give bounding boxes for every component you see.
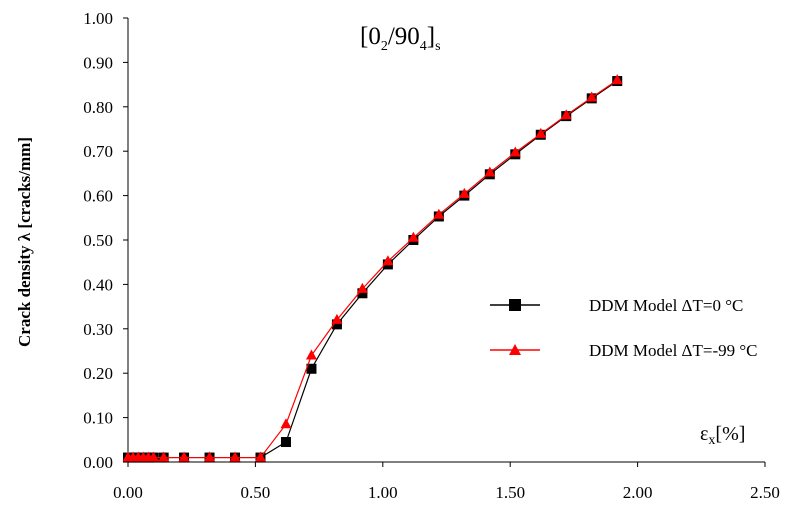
data-point-triangle bbox=[147, 451, 159, 462]
legend: DDM Model ΔT=0 °C DDM Model ΔT=-99 °C bbox=[490, 296, 758, 360]
y-tick-label: 0.80 bbox=[83, 98, 113, 117]
data-point-triangle bbox=[535, 127, 547, 138]
plot-area: 0.00 0.50 1.00 1.50 2.00 2.50 0.00 0.10 0.20 0.3… bbox=[83, 9, 780, 502]
data-point-triangle bbox=[407, 231, 419, 242]
y-tick-label: 0.30 bbox=[83, 320, 113, 339]
chart-title: [02/904]s bbox=[360, 23, 441, 54]
data-point-triangle bbox=[178, 451, 190, 462]
data-point-triangle bbox=[254, 451, 266, 462]
data-point-triangle bbox=[586, 91, 598, 102]
data-point-triangle bbox=[433, 208, 445, 219]
data-point-square bbox=[306, 363, 317, 374]
x-tick-label: 2.00 bbox=[623, 483, 653, 502]
legend-label-0: DDM Model ΔT=0 °C bbox=[589, 296, 743, 315]
data-point-triangle bbox=[280, 418, 292, 429]
legend-marker-triangle bbox=[509, 344, 521, 355]
data-point-triangle bbox=[305, 349, 317, 360]
data-point-triangle bbox=[382, 255, 394, 266]
y-axis-label: Crack density λ [cracks/mm] bbox=[15, 137, 34, 347]
y-tick-label: 0.70 bbox=[83, 142, 113, 161]
data-point-triangle bbox=[611, 74, 623, 85]
data-point-triangle bbox=[331, 313, 343, 324]
x-tick-label: 1.50 bbox=[495, 483, 525, 502]
y-tick-label: 0.10 bbox=[83, 409, 113, 428]
x-ticks: 0.00 0.50 1.00 1.50 2.00 2.50 bbox=[113, 462, 780, 502]
legend-label-1: DDM Model ΔT=-99 °C bbox=[589, 341, 758, 360]
y-tick-label: 0.50 bbox=[83, 231, 113, 250]
y-tick-label: 0.60 bbox=[83, 187, 113, 206]
y-tick-label: 0.40 bbox=[83, 275, 113, 294]
x-tick-label: 1.00 bbox=[368, 483, 398, 502]
legend-entry-0: DDM Model ΔT=0 °C bbox=[490, 296, 743, 315]
data-point-square bbox=[357, 288, 368, 299]
data-point-triangle bbox=[158, 451, 170, 462]
x-axis-label: εx[%] bbox=[700, 423, 745, 448]
data-point-triangle bbox=[356, 282, 368, 293]
data-point-square bbox=[331, 319, 342, 330]
data-point-triangle bbox=[204, 451, 216, 462]
data-point-triangle bbox=[509, 146, 521, 157]
data-point-triangle bbox=[484, 166, 496, 177]
y-tick-label: 1.00 bbox=[83, 9, 113, 28]
legend-marker-square bbox=[509, 299, 521, 311]
series-layer bbox=[122, 74, 623, 463]
x-tick-label: 0.50 bbox=[241, 483, 271, 502]
data-point-square bbox=[280, 437, 291, 448]
data-point-triangle bbox=[229, 451, 241, 462]
y-tick-label: 0.20 bbox=[83, 364, 113, 383]
x-tick-label: 0.00 bbox=[113, 483, 143, 502]
y-tick-label: 0.90 bbox=[83, 53, 113, 72]
y-tick-label: 0.00 bbox=[83, 453, 113, 472]
y-ticks: 0.00 0.10 0.20 0.30 0.40 0.50 0.60 0.70 0.80 0.90… bbox=[83, 9, 128, 472]
legend-entry-1: DDM Model ΔT=-99 °C bbox=[490, 341, 758, 360]
data-point-triangle bbox=[458, 187, 470, 198]
data-point-triangle bbox=[560, 109, 572, 120]
x-tick-label: 2.50 bbox=[750, 483, 780, 502]
